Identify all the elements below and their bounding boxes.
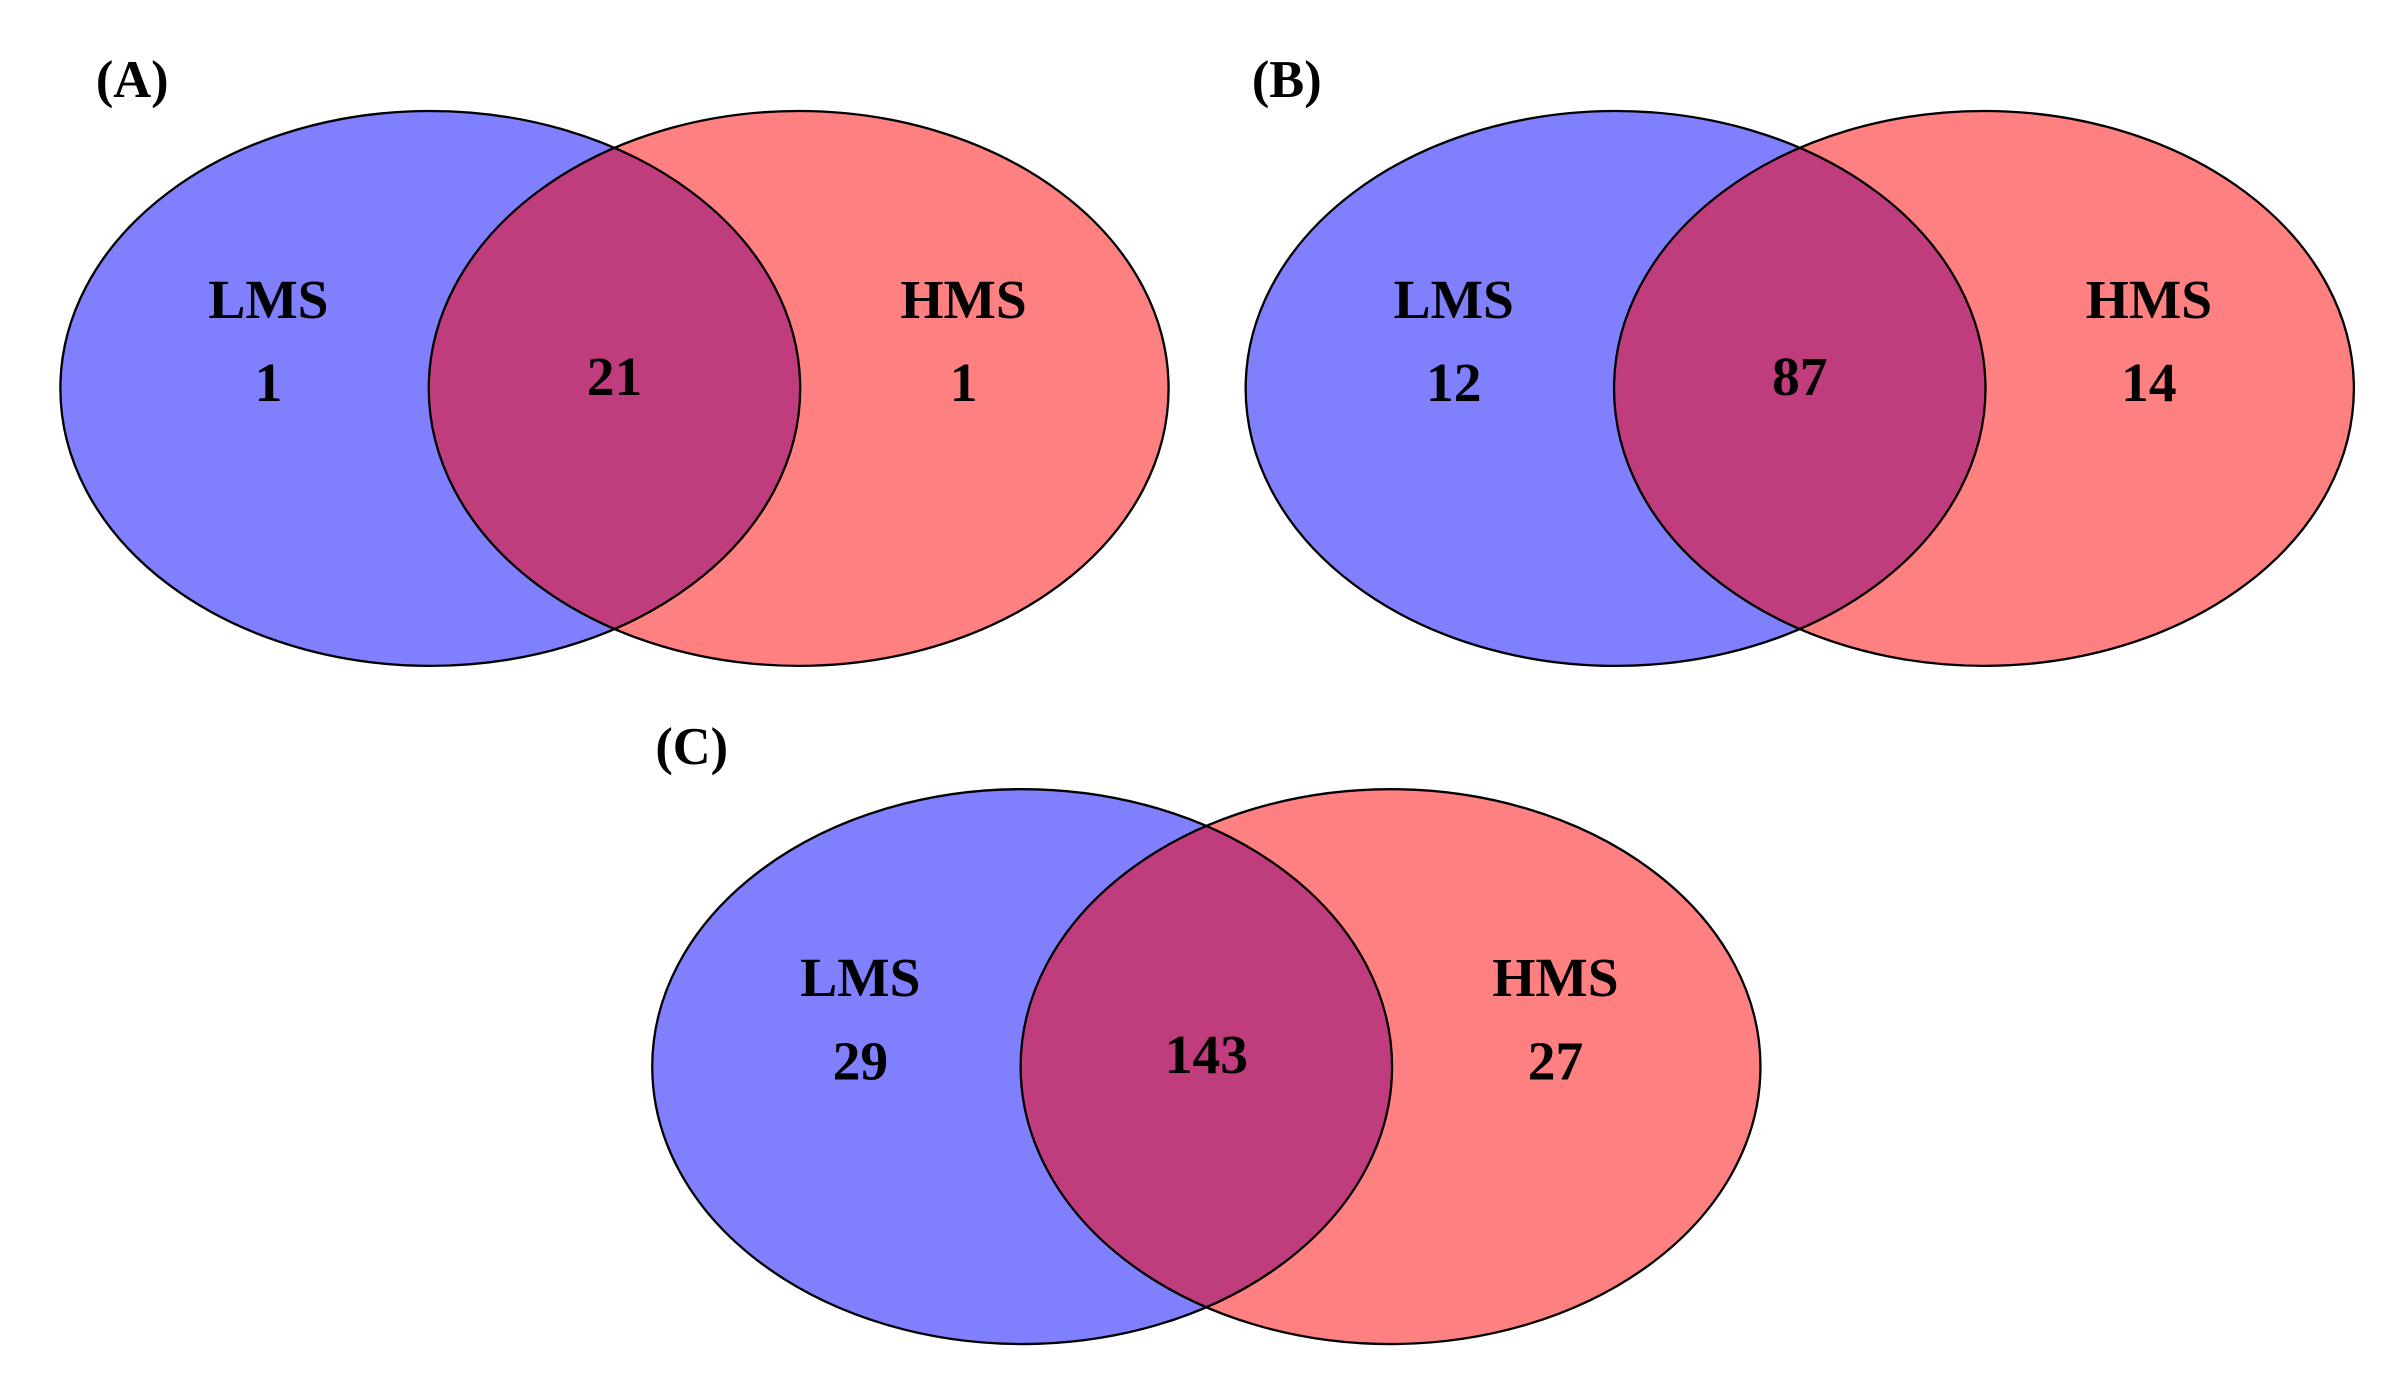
panel-label: (B) — [1252, 51, 1322, 109]
overlap-value: 143 — [1165, 1025, 1248, 1086]
set-value: 12 — [1426, 353, 1481, 414]
panel-label: (C) — [655, 718, 728, 776]
set-value: 27 — [1528, 1031, 1583, 1092]
venn-panel: (B) LMS 12 HMS 14 87 — [1244, 51, 2356, 668]
set-name: LMS — [1394, 270, 1514, 331]
venn-panel: (A) LMS 1 HMS 1 21 — [59, 51, 1170, 668]
outline — [1019, 788, 1762, 1346]
venn-panel: (C) LMS 29 HMS 27 143 — [651, 718, 1762, 1346]
overlap-region — [428, 110, 801, 666]
outline — [1612, 109, 2356, 668]
set-value: 1 — [255, 353, 283, 414]
set-name: HMS — [2086, 270, 2212, 331]
overlap-value: 87 — [1772, 347, 1827, 408]
outline — [651, 788, 1394, 1346]
overlap-region — [1614, 110, 1986, 666]
set-name: LMS — [208, 270, 328, 331]
overlap-value: 21 — [587, 347, 642, 408]
set-name: LMS — [800, 948, 920, 1009]
panel-label: (A) — [96, 51, 169, 109]
set-name: HMS — [1492, 948, 1618, 1009]
outline — [59, 109, 802, 668]
outline — [427, 109, 1170, 668]
set-name: HMS — [900, 270, 1026, 331]
overlap-region — [1020, 789, 1393, 1345]
set-value: 14 — [2121, 353, 2176, 414]
set-value: 29 — [833, 1031, 888, 1092]
set-value: 1 — [950, 353, 978, 414]
outline — [1244, 109, 1987, 668]
